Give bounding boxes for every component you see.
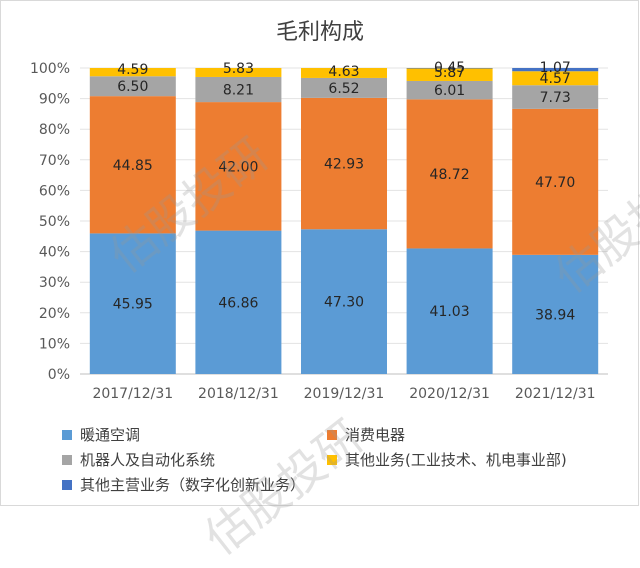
legend-swatch xyxy=(327,429,337,440)
data-label: 42.00 xyxy=(218,159,258,175)
data-label: 6.01 xyxy=(434,83,465,99)
bar-segment xyxy=(301,68,387,78)
y-tick-label: 0% xyxy=(48,367,70,383)
bar-segment xyxy=(89,233,176,374)
data-label: 8.21 xyxy=(223,83,254,99)
data-label: 7.73 xyxy=(540,90,571,106)
bar-segment xyxy=(195,102,282,231)
data-label: 4.59 xyxy=(117,62,148,78)
legend-label: 其他主营业务（数字化创新业务） xyxy=(80,476,306,494)
data-label: 47.70 xyxy=(535,175,575,191)
bar-segment xyxy=(89,76,176,97)
legend-item-hvac: 暖通空调 xyxy=(62,424,140,445)
data-label: 6.50 xyxy=(117,79,148,95)
legend-label: 其他业务(工业技术、机电事业部) xyxy=(345,451,567,469)
bar-segment xyxy=(89,96,176,234)
legend-item-robotics: 机器人及自动化系统 xyxy=(62,449,215,470)
bar-segment xyxy=(406,68,493,69)
bar-segment xyxy=(512,68,599,72)
x-axis: 2017/12/31 2018/12/31 2019/12/31 2020/12/31… xyxy=(92,386,595,402)
bar-segment xyxy=(512,254,599,374)
y-tick-label: 100% xyxy=(30,61,70,77)
bar-segment xyxy=(512,85,599,109)
bar-segment xyxy=(89,68,176,77)
data-label: 46.86 xyxy=(218,295,258,311)
data-label: 4.57 xyxy=(540,71,571,87)
x-tick-label: 2018/12/31 xyxy=(198,386,279,402)
data-label: 1.07 xyxy=(540,60,571,76)
data-label: 38.94 xyxy=(535,307,575,323)
bar-segment xyxy=(301,77,387,98)
y-tick-label: 70% xyxy=(39,153,70,169)
y-tick-label: 60% xyxy=(39,183,70,199)
y-tick-label: 40% xyxy=(39,245,70,261)
bar-segment xyxy=(301,229,387,374)
x-tick-label: 2017/12/31 xyxy=(92,386,173,402)
bar-segment xyxy=(195,230,282,374)
bar-segment xyxy=(406,99,493,249)
bar-segment xyxy=(195,68,282,77)
legend-swatch xyxy=(62,429,72,440)
bar-segment xyxy=(195,76,282,103)
legend-label: 机器人及自动化系统 xyxy=(80,451,216,469)
legend-label: 消费电器 xyxy=(345,426,406,444)
data-label: 0.45 xyxy=(434,60,465,76)
data-label: 42.93 xyxy=(324,157,364,173)
bar-segment xyxy=(301,97,387,230)
bar-segment xyxy=(512,108,599,255)
footer-credit: 头条 @估股投研 xyxy=(516,480,626,498)
y-axis: 0% 10% 20% 30% 40% 50% 60% 70% 80% 90% 100% xyxy=(30,61,70,383)
legend-swatch xyxy=(62,454,72,465)
data-labels: 45.95 44.85 6.504.59 46.86 42.00 8.21 5.83 47.3… xyxy=(113,60,576,323)
data-label: 41.03 xyxy=(430,304,470,320)
y-tick-label: 90% xyxy=(39,92,70,108)
bar-segment xyxy=(406,68,493,81)
legend-item-other: 其他业务(工业技术、机电事业部) xyxy=(327,449,567,470)
legend-item-consumer: 消费电器 xyxy=(327,424,405,445)
legend-swatch xyxy=(327,454,337,465)
data-label: 45.95 xyxy=(113,297,153,313)
y-tick-label: 20% xyxy=(39,306,70,322)
y-tick-label: 10% xyxy=(39,336,70,352)
chart-frame xyxy=(0,0,639,506)
legend-label: 暖通空调 xyxy=(80,426,141,444)
data-label: 4.63 xyxy=(328,64,359,80)
x-tick-label: 2020/12/31 xyxy=(409,386,490,402)
y-tick-label: 50% xyxy=(39,214,70,230)
data-label: 5.83 xyxy=(223,61,254,77)
x-tick-label: 2021/12/31 xyxy=(515,386,596,402)
bar-segment xyxy=(406,248,493,374)
data-label: 48.72 xyxy=(430,167,470,183)
y-tick-label: 80% xyxy=(39,122,70,138)
bars xyxy=(89,68,599,374)
legend-item-digital: 其他主营业务（数字化创新业务） xyxy=(62,474,305,495)
bar-segment xyxy=(406,80,493,100)
data-label: 5.87 xyxy=(434,65,465,81)
data-label: 6.52 xyxy=(328,81,359,97)
legend-swatch xyxy=(62,479,72,490)
y-tick-label: 30% xyxy=(39,275,70,291)
stacked-bar-chart: 0%10%20%30%40%50%60%70%80%90%100% 45.954… xyxy=(30,60,608,402)
data-label: 44.85 xyxy=(113,158,153,174)
bar-segment xyxy=(512,71,599,86)
data-label: 47.30 xyxy=(324,295,364,311)
x-tick-label: 2019/12/31 xyxy=(304,386,385,402)
chart-title: 毛利构成 xyxy=(275,20,364,45)
